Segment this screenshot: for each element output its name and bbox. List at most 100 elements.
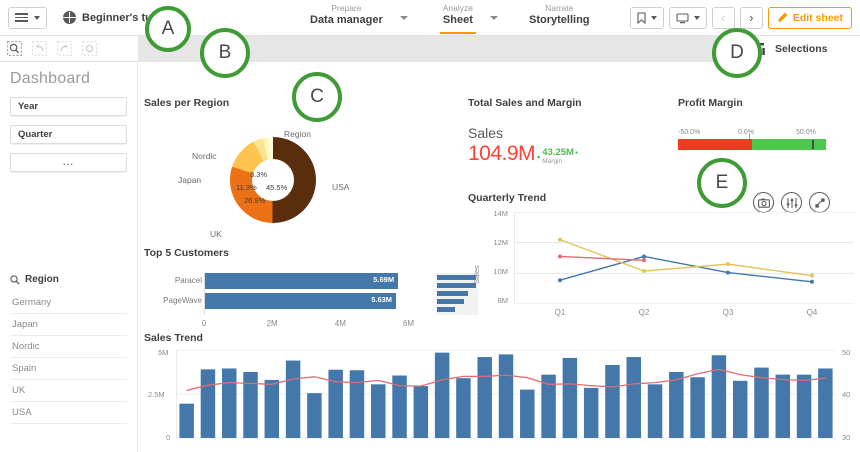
chart-top5-customers[interactable]: Top 5 Customers Paracel 5.69M PageWave 5… — [144, 247, 484, 335]
chart-title: Sales Trend — [144, 332, 203, 344]
annotation-b: B — [200, 28, 250, 78]
nav-storytelling[interactable]: Narrate Storytelling — [522, 2, 597, 27]
line-chart-svg[interactable] — [514, 212, 854, 304]
bar-label-pagewave: PageWave — [163, 296, 202, 305]
y-tick-8m: 8M — [497, 296, 508, 305]
chart-sales-per-region[interactable]: Sales per Region Region USA UK Japan Nor… — [144, 97, 464, 249]
chevron-down-icon — [650, 15, 657, 20]
list-item[interactable]: Germany — [10, 292, 127, 314]
list-item[interactable]: USA — [10, 402, 127, 424]
gauge-bar[interactable] — [678, 134, 826, 150]
nav-sheet[interactable]: Analyze Sheet — [436, 2, 480, 34]
nav-item-data-manager[interactable]: Prepare Data manager — [303, 2, 408, 27]
slice-label-uk: UK — [210, 229, 222, 239]
line-chart-plot[interactable]: Sales 14M 12M 10M 8M Q1 Q2 Q3 Q4 — [468, 209, 858, 327]
chart-quarterly-trend[interactable]: Quarterly Trend Sales 14M 12M 10M 8M Q1 … — [468, 192, 860, 327]
filter-pane-year[interactable]: Year — [10, 97, 127, 116]
x-tick-q2: Q2 — [638, 308, 650, 317]
gauge-profit-margin[interactable]: Profit Margin -50.0% 0.0% 50.0% — [678, 97, 838, 150]
globe-icon — [63, 11, 76, 24]
chevron-right-icon: › — [749, 10, 754, 25]
nav-sub-narrate: Narrate — [545, 3, 574, 13]
table-row[interactable]: PageWave 5.63M — [163, 293, 429, 309]
chevron-left-icon: ‹ — [721, 10, 726, 25]
y-tick-left-2_5m: 2.5M — [148, 390, 165, 399]
selections-label: Selections — [775, 42, 828, 55]
region-filter-header[interactable]: Region — [10, 274, 127, 285]
previous-sheet-button[interactable]: ‹ — [711, 6, 735, 29]
filter-pane-quarter[interactable]: Quarter — [10, 125, 127, 144]
nav-main-sheet: Sheet — [442, 14, 473, 26]
bar[interactable]: 5.69M — [205, 273, 399, 289]
edit-sheet-button[interactable]: Edit sheet — [767, 6, 852, 29]
nav-item-storytelling[interactable]: Narrate Storytelling — [522, 2, 597, 27]
main-menu-button[interactable] — [8, 6, 47, 29]
filter-label-more: ... — [63, 157, 74, 168]
table-row[interactable]: Paracel 5.69M — [175, 273, 429, 289]
donut-ring[interactable] — [230, 137, 316, 223]
next-sheet-button[interactable]: › — [739, 6, 763, 29]
chevron-down-icon — [693, 15, 700, 20]
hamburger-icon — [15, 13, 28, 22]
region-filter-title: Region — [25, 274, 59, 285]
chart-sales-trend[interactable]: Sales Trend 5M 2.5M 0 50 40 30 — [144, 332, 860, 452]
kpi-value-margin: 43.25M — [542, 147, 574, 158]
sales-trend-plot[interactable]: 5M 2.5M 0 50 40 30 — [144, 348, 860, 452]
filter-label-year: Year — [18, 101, 39, 112]
object-action-buttons — [753, 192, 830, 213]
filter-pane-more[interactable]: ... — [10, 153, 127, 172]
chevron-down-icon[interactable] — [399, 15, 408, 20]
slice-label-usa: USA — [332, 182, 350, 192]
sheet-sidebar: Dashboard Year Quarter ... Region German… — [0, 62, 138, 452]
kpi-total-sales-margin[interactable]: Total Sales and Margin Sales 104.9M ▪ 43… — [468, 97, 668, 166]
nav-data-manager[interactable]: Prepare Data manager — [303, 2, 390, 27]
gauge-tick-mid: 0.0% — [738, 129, 754, 136]
top5-plot-area[interactable]: Paracel 5.69M PageWave 5.63M — [144, 273, 484, 335]
gauge-body[interactable]: -50.0% 0.0% 50.0% — [678, 129, 838, 150]
annotation-e: E — [697, 158, 747, 208]
donut-chart[interactable]: Region USA UK Japan Nordic 3.3% 11.3% 45… — [144, 109, 444, 249]
y-tick-right-30: 30 — [842, 433, 851, 442]
list-item[interactable]: Japan — [10, 314, 127, 336]
x-tick-q1: Q1 — [554, 308, 566, 317]
search-icon — [10, 274, 20, 285]
y-axis-title: Sales — [472, 265, 481, 284]
step-forward-icon[interactable] — [56, 40, 73, 57]
bookmarks-button[interactable] — [629, 6, 664, 29]
top5-minimap-scrollbar[interactable] — [436, 273, 478, 315]
pencil-icon — [777, 12, 788, 22]
x-tick-4m: 4M — [334, 319, 346, 328]
annotation-d: D — [712, 28, 762, 78]
y-tick-left-0: 0 — [166, 433, 171, 442]
list-item[interactable]: UK — [10, 380, 127, 402]
bar-label-paracel: Paracel — [174, 276, 202, 285]
y-tick-12m: 12M — [493, 238, 508, 247]
workspace: Dashboard Year Quarter ... Region German… — [0, 62, 860, 452]
kpi-value-sales: 104.9M — [468, 142, 536, 165]
x-tick-6m: 6M — [402, 319, 415, 328]
y-tick-right-40: 40 — [842, 390, 851, 399]
sales-trend-svg[interactable] — [176, 350, 836, 444]
chart-title: Top 5 Customers — [144, 247, 229, 259]
filter-label-quarter: Quarter — [18, 129, 53, 140]
top5-bars[interactable]: Paracel 5.69M PageWave 5.63M — [163, 273, 429, 315]
chevron-down-icon[interactable] — [490, 15, 499, 20]
bar[interactable]: 5.63M — [205, 293, 397, 309]
nav-item-sheet[interactable]: Analyze Sheet — [436, 2, 499, 34]
kpi-values: 104.9M ▪ 43.25M ▪ Margin — [468, 142, 668, 166]
list-item[interactable]: Nordic — [10, 336, 127, 358]
clear-selections-icon[interactable] — [81, 40, 98, 57]
slice-value-uk: 26.9% — [244, 196, 266, 205]
step-back-icon[interactable] — [31, 40, 48, 57]
bookmark-icon — [637, 11, 646, 24]
selections-search-icon[interactable] — [6, 40, 23, 57]
list-item[interactable]: Spain — [10, 358, 127, 380]
edit-sheet-label: Edit sheet — [792, 11, 843, 24]
gauge-value-marker — [812, 140, 814, 149]
y-tick-right-50: 50 — [842, 348, 851, 357]
slice-value-usa: 45.5% — [266, 183, 288, 192]
region-filter-pane: Region Germany Japan Nordic Spain UK USA — [0, 274, 137, 424]
gauge-tick-max: 50.0% — [796, 129, 816, 136]
sheets-button[interactable] — [668, 6, 707, 29]
chart-title: Sales per Region — [144, 97, 230, 109]
